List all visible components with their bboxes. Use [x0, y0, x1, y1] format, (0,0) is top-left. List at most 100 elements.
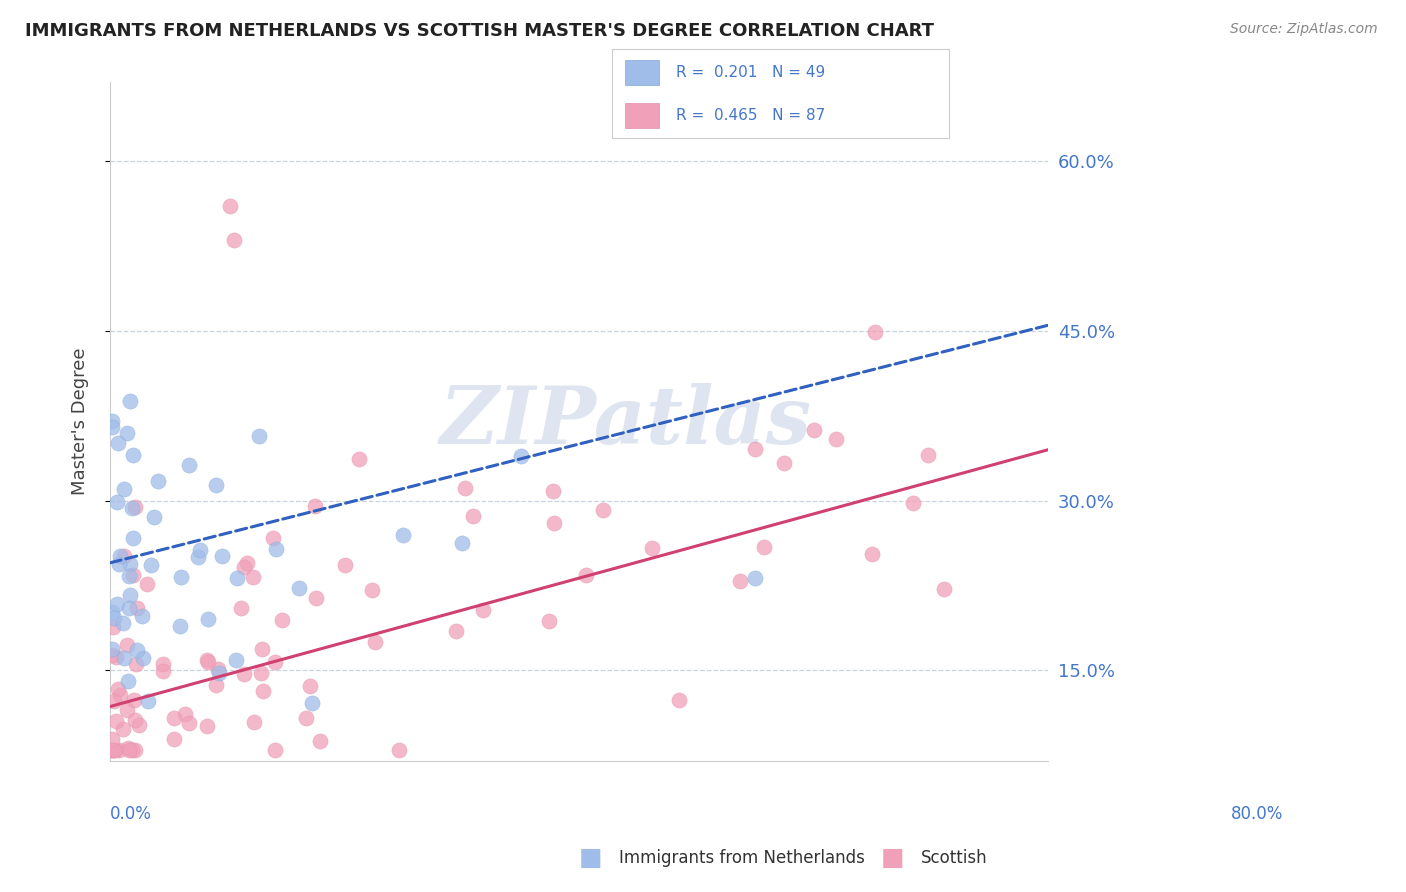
Point [104, 714, 127, 728]
Point [120, 558, 142, 572]
Point [111, 723, 134, 737]
Point [204, 478, 226, 492]
Point [917, 448, 939, 462]
Point [537, 614, 560, 628]
Point [108, 742, 131, 756]
Y-axis label: Master's Degree: Master's Degree [72, 348, 89, 495]
Point [668, 692, 690, 706]
Point [115, 639, 138, 653]
Point [163, 711, 186, 725]
Point [152, 657, 174, 671]
Point [592, 503, 614, 517]
Point [225, 571, 247, 585]
Point [233, 667, 256, 681]
Point [187, 549, 209, 564]
Point [773, 456, 796, 470]
Point [262, 531, 284, 545]
Point [197, 612, 219, 626]
Point [125, 657, 148, 672]
Point [107, 682, 129, 697]
Point [103, 742, 125, 756]
Point [388, 742, 411, 756]
Text: Scottish: Scottish [921, 849, 987, 867]
Point [236, 556, 259, 570]
Point [361, 582, 384, 597]
Point [105, 495, 128, 509]
Point [392, 528, 415, 542]
Point [347, 452, 370, 467]
Point [233, 560, 256, 574]
Point [112, 651, 135, 665]
Point [115, 425, 138, 440]
Point [101, 414, 124, 428]
Text: ■: ■ [579, 847, 602, 870]
Point [744, 570, 766, 584]
Point [270, 613, 292, 627]
Point [103, 611, 125, 625]
Point [101, 620, 124, 634]
Point [105, 597, 128, 611]
Point [197, 655, 219, 669]
Point [104, 742, 127, 756]
Point [104, 650, 127, 665]
Point [179, 715, 201, 730]
Point [174, 707, 197, 722]
Point [121, 742, 143, 756]
Point [124, 500, 146, 515]
Point [117, 673, 139, 688]
Point [121, 448, 143, 462]
Point [454, 481, 477, 495]
Point [509, 450, 531, 464]
Point [364, 635, 387, 649]
Point [195, 653, 218, 667]
Point [219, 199, 242, 213]
Point [112, 549, 135, 563]
Point [225, 652, 247, 666]
Point [108, 557, 131, 571]
Point [139, 558, 162, 573]
Point [264, 742, 287, 756]
Point [730, 574, 752, 589]
Text: Source: ZipAtlas.com: Source: ZipAtlas.com [1230, 22, 1378, 37]
Point [118, 394, 141, 409]
Point [803, 423, 825, 437]
Point [101, 605, 124, 619]
Point [250, 642, 273, 657]
Point [127, 600, 149, 615]
Point [101, 742, 124, 756]
Point [211, 549, 233, 564]
Point [120, 589, 142, 603]
Point [108, 688, 131, 702]
Point [103, 693, 125, 707]
Point [101, 648, 124, 662]
Point [252, 684, 274, 698]
Point [231, 600, 253, 615]
Text: Immigrants from Netherlands: Immigrants from Netherlands [619, 849, 865, 867]
Point [752, 540, 775, 554]
Point [250, 666, 273, 681]
Point [101, 742, 124, 756]
Point [304, 499, 326, 513]
Text: ■: ■ [882, 847, 904, 870]
Point [122, 531, 145, 545]
Point [112, 483, 135, 497]
Point [101, 732, 124, 747]
Text: 80.0%: 80.0% [1230, 805, 1282, 823]
Point [107, 436, 129, 450]
Text: R =  0.465   N = 87: R = 0.465 N = 87 [676, 108, 825, 122]
Point [118, 742, 141, 756]
Point [122, 692, 145, 706]
Point [124, 742, 146, 756]
Point [136, 577, 159, 591]
Point [131, 608, 153, 623]
Point [543, 516, 565, 530]
Point [641, 541, 664, 556]
FancyBboxPatch shape [626, 60, 659, 85]
Text: 0.0%: 0.0% [110, 805, 152, 823]
Point [860, 547, 883, 561]
Point [298, 679, 321, 693]
Point [122, 567, 145, 582]
Point [152, 664, 174, 678]
Point [541, 483, 564, 498]
Point [115, 703, 138, 717]
